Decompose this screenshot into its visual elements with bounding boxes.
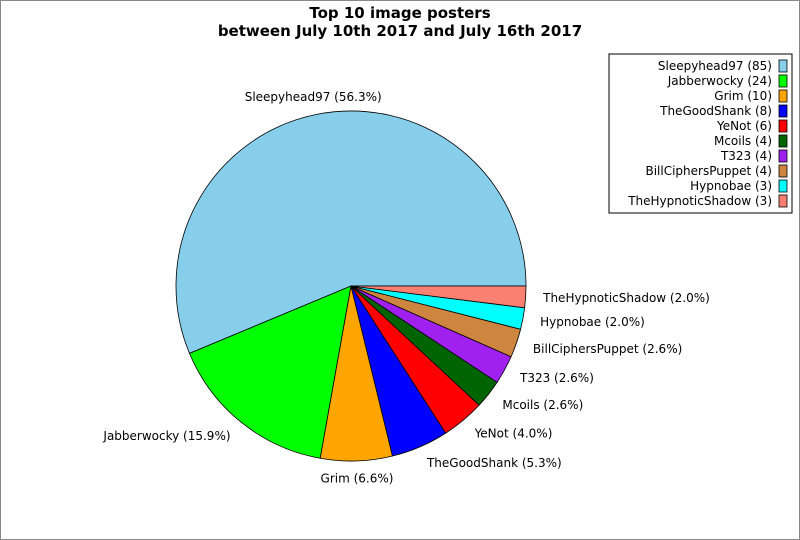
legend-swatch-jabberwocky [778, 74, 788, 88]
legend-label-hypnobae: Hypnobae (3) [690, 179, 772, 193]
legend-label-thegoodshank: TheGoodShank (8) [659, 104, 772, 118]
legend: Sleepyhead97 (85)Jabberwocky (24)Grim (1… [608, 53, 793, 214]
legend-swatch-mcoils [778, 134, 788, 148]
legend-swatch-billcipherspuppet [778, 164, 788, 178]
slice-label-hypnobae: Hypnobae (2.0%) [540, 315, 645, 329]
pie-slice-sleepyhead97 [175, 110, 527, 354]
legend-label-billcipherspuppet: BillCiphersPuppet (4) [645, 164, 772, 178]
slice-label-mcoils: Mcoils (2.6%) [502, 398, 583, 412]
slice-label-grim: Grim (6.6%) [321, 471, 394, 485]
chart-title-line-1: Top 10 image posters [309, 4, 490, 22]
legend-label-t323: T323 (4) [720, 149, 772, 163]
legend-swatch-hypnobae [778, 179, 788, 193]
legend-label-jabberwocky: Jabberwocky (24) [667, 74, 772, 88]
legend-swatch-grim [778, 89, 788, 103]
slice-label-yenot: YeNot (4.0%) [474, 427, 553, 441]
legend-swatch-yenot [778, 119, 788, 133]
legend-label-mcoils: Mcoils (4) [714, 134, 772, 148]
legend-swatch-thegoodshank [778, 104, 788, 118]
legend-label-sleepyhead97: Sleepyhead97 (85) [658, 59, 772, 73]
legend-label-yenot: YeNot (6) [716, 119, 772, 133]
slice-label-billcipherspuppet: BillCiphersPuppet (2.6%) [533, 342, 682, 356]
slice-label-sleepyhead97: Sleepyhead97 (56.3%) [245, 90, 382, 104]
chart-title-line-2: between July 10th 2017 and July 16th 201… [218, 22, 582, 40]
legend-label-grim: Grim (10) [714, 89, 772, 103]
slice-label-jabberwocky: Jabberwocky (15.9%) [102, 429, 230, 443]
slice-label-t323: T323 (2.6%) [519, 371, 594, 385]
legend-swatch-t323 [778, 149, 788, 163]
pie-slice-jabberwocky [188, 285, 352, 459]
pie-slice-thehypnoticshadow [350, 285, 527, 309]
legend-box [608, 53, 793, 214]
slice-label-thehypnoticshadow: TheHypnoticShadow (2.0%) [542, 291, 710, 305]
legend-swatch-thehypnoticshadow [778, 194, 788, 208]
legend-label-thehypnoticshadow: TheHypnoticShadow (3) [627, 194, 772, 208]
legend-swatch-sleepyhead97 [778, 59, 788, 73]
slice-label-thegoodshank: TheGoodShank (5.3%) [426, 456, 562, 470]
